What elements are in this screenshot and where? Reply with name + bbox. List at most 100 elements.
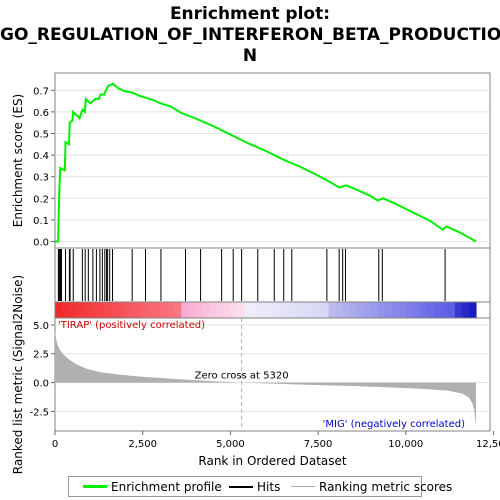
colorbar-segment [286, 302, 295, 318]
colorbar-segment [195, 302, 203, 318]
colorbar-segment [468, 302, 477, 318]
colorbar-segment [314, 302, 323, 318]
rank-colorbar [54, 301, 491, 319]
es-plot-frame [54, 72, 491, 249]
es-y-tick-label: 0.0 [33, 238, 49, 249]
colorbar-segment [125, 302, 133, 318]
colorbar-segment [237, 302, 246, 318]
legend-es-swatch [83, 485, 107, 488]
es-y-tick-label: 0.6 [33, 108, 49, 119]
title-line-2: GO_REGULATION_OF_INTERFERON_BETA_PRODUCT… [0, 25, 500, 45]
colorbar-segment [454, 302, 463, 318]
legend: Enrichment profile Hits Ranking metric s… [68, 476, 452, 497]
metric-area [55, 330, 476, 427]
es-gridlines [55, 89, 490, 243]
positive-correlation-label: 'TIRAP' (positively correlated) [58, 320, 205, 331]
colorbar-segment [426, 302, 435, 318]
colorbar-segment [230, 302, 239, 318]
es-y-tick-label: 0.1 [33, 216, 49, 227]
es-y-tick-label: 0.4 [33, 151, 49, 162]
colorbar-segment [69, 302, 77, 318]
colorbar-segment [342, 302, 351, 318]
colorbar-segment [293, 302, 302, 318]
colorbar-segment [216, 302, 224, 318]
hits-panel [54, 247, 491, 303]
colorbar-segment [153, 302, 161, 318]
es-panel: 0.0 0.1 0.2 0.3 0.4 0.5 0.6 0.7 Enrichment scor… [11, 72, 491, 249]
colorbar-segment [328, 302, 337, 318]
x-tick-label: 12,500 [476, 439, 500, 450]
colorbar-segment [251, 302, 260, 318]
x-tick-label: 10,000 [388, 439, 423, 450]
es-line [55, 82, 477, 243]
colorbar-segment [258, 302, 267, 318]
metric-panel: Zero cross at 5320 'TIRAP' (positively c… [11, 275, 500, 474]
legend-metric-label: Ranking metric scores [319, 480, 453, 494]
colorbar-segment [461, 302, 470, 318]
legend-hits-swatch [229, 486, 253, 488]
colorbar-segment [139, 302, 147, 318]
es-y-axis-label: Enrichment score (ES) [11, 94, 25, 227]
negative-correlation-label: 'MIG' (negatively correlated) [323, 419, 465, 430]
colorbar-segment [202, 302, 210, 318]
colorbar-segment [76, 302, 84, 318]
colorbar-segment [412, 302, 421, 318]
colorbar-segment [244, 302, 253, 318]
colorbar-segment [405, 302, 414, 318]
hits-frame [54, 247, 491, 303]
colorbar-segment [440, 302, 449, 318]
metric-y-tick-label: 2.5 [33, 350, 49, 361]
metric-y-tick-label: -2.5 [29, 407, 49, 418]
x-tick-label: 0 [52, 439, 58, 450]
colorbar-segment [356, 302, 365, 318]
metric-y-ticks: -2.5 0.0 2.5 5.0 [29, 321, 55, 418]
title-line-1: Enrichment plot: [169, 4, 331, 24]
colorbar-segment [118, 302, 126, 318]
es-y-tick-label: 0.2 [33, 194, 49, 205]
colorbar-segment [132, 302, 140, 318]
colorbar-segment [146, 302, 154, 318]
colorbar-segment [447, 302, 456, 318]
colorbar-segment [349, 302, 358, 318]
colorbar-segment [391, 302, 400, 318]
colorbar-segment [160, 302, 168, 318]
title-line-3: N [242, 46, 258, 66]
colorbar-segment [111, 302, 119, 318]
colorbar-segment [272, 302, 281, 318]
colorbar-segment [90, 302, 98, 318]
es-y-tick-label: 0.7 [33, 86, 49, 97]
colorbar-segment [265, 302, 274, 318]
colorbar-segment [55, 302, 63, 318]
x-tick-label: 2,500 [128, 439, 157, 450]
colorbar-segment [223, 302, 232, 318]
colorbar-segment [335, 302, 344, 318]
colorbar-segment [370, 302, 379, 318]
colorbar-segment [104, 302, 112, 318]
metric-y-tick-label: 0.0 [33, 379, 49, 390]
colorbar-segment [377, 302, 386, 318]
colorbar-segment [398, 302, 407, 318]
metric-plot-frame [54, 317, 491, 432]
colorbar-segment [321, 302, 330, 318]
legend-hits-label: Hits [257, 480, 281, 494]
colorbar-segment [384, 302, 393, 318]
colorbar-segment [83, 302, 91, 318]
colorbar-segment [167, 302, 175, 318]
metric-y-tick-label: 5.0 [33, 321, 49, 332]
colorbar-segment [433, 302, 442, 318]
colorbar-segment [363, 302, 372, 318]
hit-lines [57, 249, 446, 301]
x-tick-label: 7,500 [304, 439, 333, 450]
colorbar-segment [97, 302, 105, 318]
colorbar-segment [188, 302, 196, 318]
metric-x-ticks: 0 2,500 5,000 7,500 10,000 12,500 [52, 431, 500, 450]
colorbar-segment [279, 302, 288, 318]
es-y-ticks: 0.0 0.1 0.2 0.3 0.4 0.5 0.6 0.7 [33, 86, 55, 249]
colorbar-segment [307, 302, 316, 318]
x-tick-label: 5,000 [216, 439, 245, 450]
colorbar-segment [62, 302, 70, 318]
colorbar-segment [209, 302, 217, 318]
x-axis-label: Rank in Ordered Dataset [198, 454, 346, 468]
es-y-tick-label: 0.3 [33, 173, 49, 184]
